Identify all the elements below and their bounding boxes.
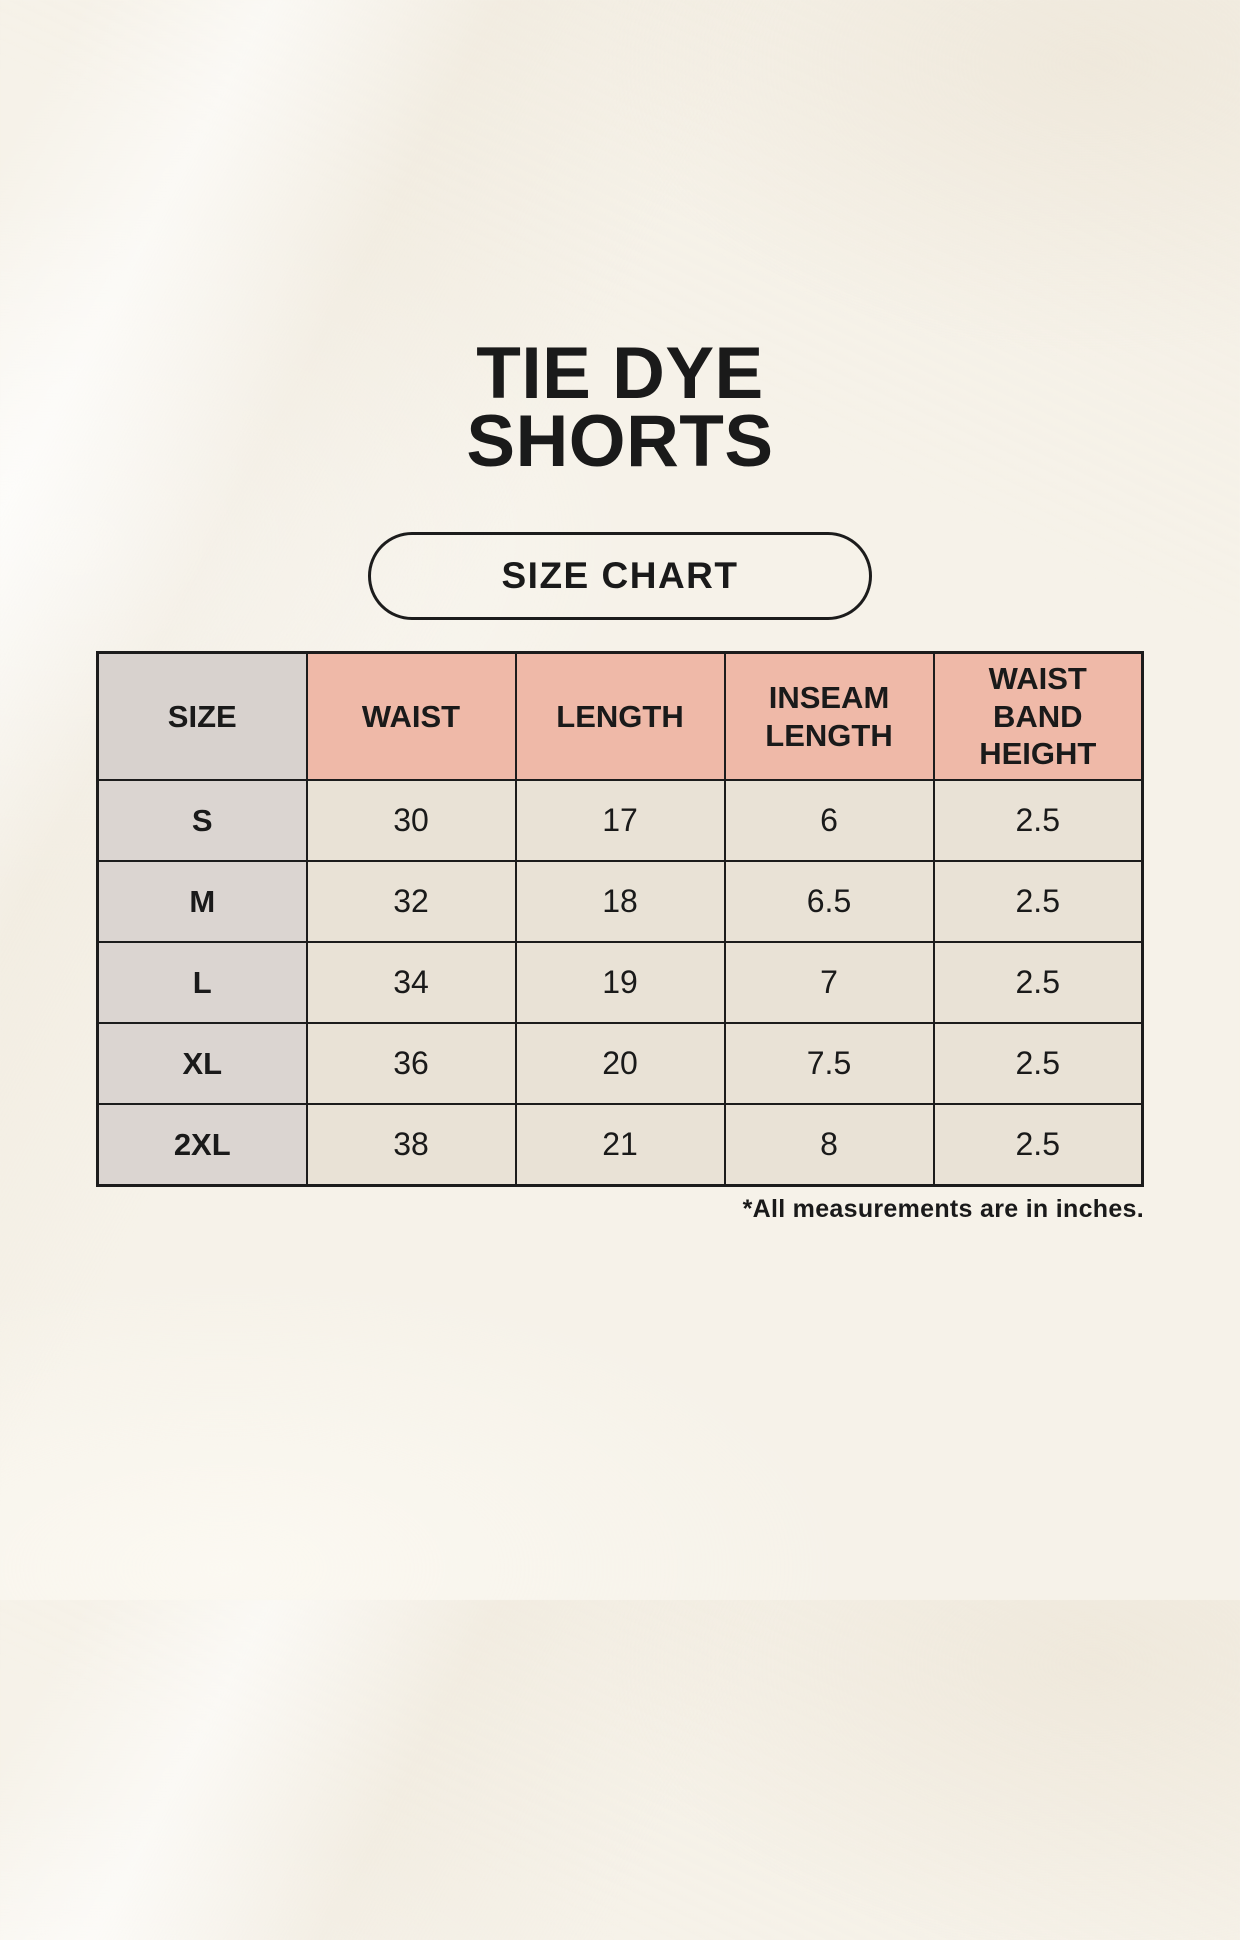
- column-header-waist: WAIST: [305, 651, 517, 782]
- size-chart-badge-label: SIZE CHART: [501, 554, 739, 596]
- measurement-cell-2xl-waist-band-height: 2.5: [932, 1103, 1144, 1187]
- measurement-cell-xl-length: 20: [514, 1022, 726, 1106]
- size-chart-badge: SIZE CHART: [368, 531, 872, 620]
- measurement-cell-m-inseam-length: 6.5: [723, 860, 935, 944]
- measurement-cell-m-waist: 32: [305, 860, 517, 944]
- table-row-l: L 34 19 7 2.5: [96, 941, 1144, 1025]
- measurement-cell-l-inseam-length: 7: [723, 941, 935, 1025]
- size-table-header-row: SIZE WAIST LENGTH INSEAM LENGTH WAIST BAND H…: [96, 651, 1144, 782]
- measurement-cell-2xl-inseam-length: 8: [723, 1103, 935, 1187]
- size-label-2xl: 2XL: [96, 1103, 308, 1187]
- size-label-xl: XL: [96, 1022, 308, 1106]
- measurement-cell-xl-waist: 36: [305, 1022, 517, 1106]
- column-header-length: LENGTH: [514, 651, 726, 782]
- measurement-cell-2xl-waist: 38: [305, 1103, 517, 1187]
- page-title-line2: SHORTS: [466, 400, 774, 482]
- table-row-2xl: 2XL 38 21 8 2.5: [96, 1103, 1144, 1187]
- column-header-size: SIZE: [96, 651, 308, 782]
- measurement-cell-m-waist-band-height: 2.5: [932, 860, 1144, 944]
- measurement-cell-xl-inseam-length: 7.5: [723, 1022, 935, 1106]
- size-label-s: S: [96, 779, 308, 863]
- measurement-cell-l-length: 19: [514, 941, 726, 1025]
- measurement-cell-2xl-length: 21: [514, 1103, 726, 1187]
- measurement-cell-l-waist: 34: [305, 941, 517, 1025]
- table-row-xl: XL 36 20 7.5 2.5: [96, 1022, 1144, 1106]
- table-row-m: M 32 18 6.5 2.5: [96, 860, 1144, 944]
- size-table: SIZE WAIST LENGTH INSEAM LENGTH WAIST BAND H…: [96, 650, 1144, 1187]
- page-title-line1: TIE DYE: [476, 333, 764, 414]
- column-header-waist-band-height: WAIST BAND HEIGHT: [932, 651, 1144, 782]
- measurement-cell-s-length: 17: [514, 779, 726, 863]
- measurement-cell-xl-waist-band-height: 2.5: [932, 1022, 1144, 1106]
- column-header-inseam-length: INSEAM LENGTH: [723, 651, 935, 782]
- measurement-cell-s-inseam-length: 6: [723, 779, 935, 863]
- measurement-cell-l-waist-band-height: 2.5: [932, 941, 1144, 1025]
- measurement-cell-s-waist: 30: [305, 779, 517, 863]
- size-chart-graphic: TIE DYE SHORTS SIZE CHART SIZE WAIST LENGT…: [0, 337, 1240, 1224]
- page-title: TIE DYE SHORTS: [0, 337, 1240, 478]
- size-label-m: M: [96, 860, 308, 944]
- measurement-cell-s-waist-band-height: 2.5: [932, 779, 1144, 863]
- measurements-footnote: *All measurements are in inches.: [742, 1194, 1144, 1223]
- measurement-cell-m-length: 18: [514, 860, 726, 944]
- size-label-l: L: [96, 941, 308, 1025]
- table-row-s: S 30 17 6 2.5: [96, 779, 1144, 863]
